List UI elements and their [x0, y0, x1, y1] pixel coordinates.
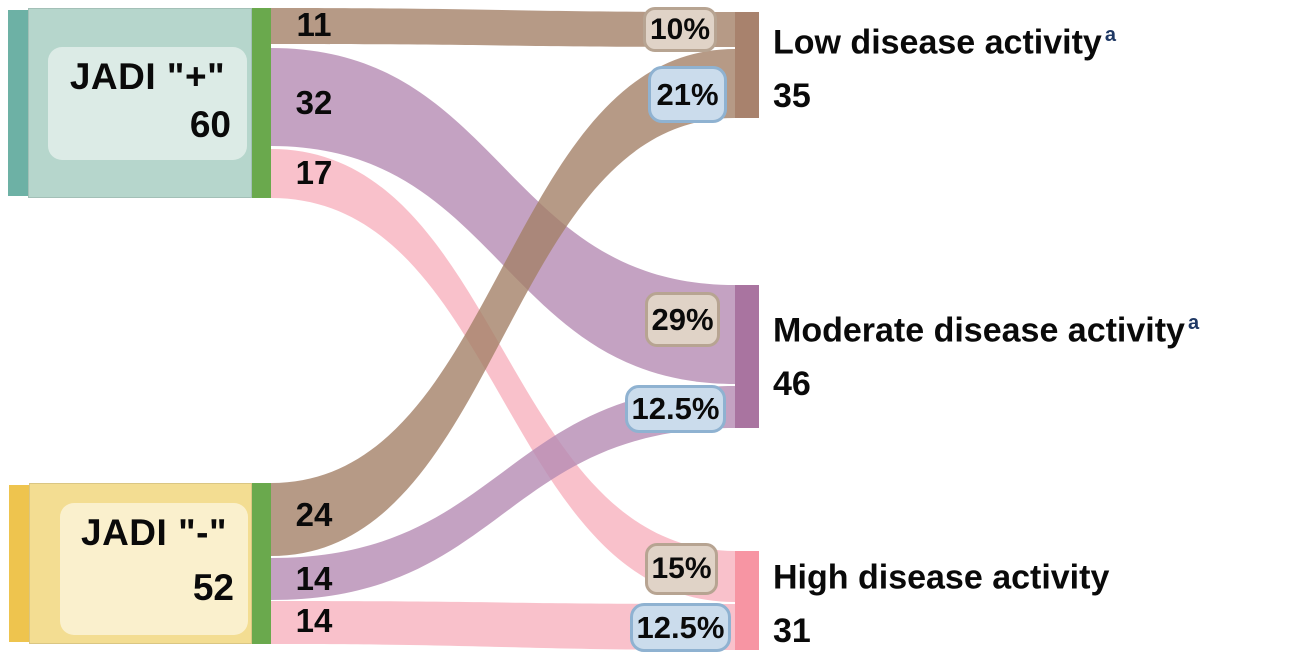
jadi-minus-total: 52 — [192, 567, 234, 608]
jadi-plus-label-card: JADI "+" 60 — [48, 47, 247, 160]
footnote-marker-low: a — [1104, 24, 1116, 46]
percent-badge-jadi-minus-high: 12.5% — [630, 603, 731, 652]
jadi-plus-accent-stripe — [8, 10, 28, 196]
percent-badge-jadi-minus-moderate: 12.5% — [625, 385, 726, 433]
footnote-marker-moderate: a — [1187, 312, 1200, 334]
target-total-moderate: 46 — [773, 365, 811, 404]
target-label-high: High disease activity 31 — [773, 549, 1112, 651]
flow-count-jadi-plus-low: 11 — [296, 6, 332, 43]
flow-count-jadi-minus-low: 24 — [295, 496, 333, 533]
jadi-plus-label: JADI "+" — [69, 56, 226, 97]
percent-badge-jadi-plus-high: 15% — [645, 543, 718, 595]
target-title-moderate: Moderate disease activity a — [773, 311, 1200, 350]
jadi-minus-accent-stripe — [9, 485, 29, 642]
target-label-low: Low disease activity a 35 — [773, 14, 1116, 116]
percent-badge-jadi-minus-low: 21% — [648, 66, 727, 123]
flow-jadi-plus-to-low — [271, 8, 735, 47]
source-node-bar-jadi-plus — [252, 8, 271, 198]
source-node-bar-jadi-minus — [252, 483, 271, 644]
percent-badge-jadi-plus-moderate: 29% — [645, 292, 720, 347]
jadi-minus-label: JADI "-" — [81, 512, 227, 553]
flow-count-jadi-plus-moderate: 32 — [295, 84, 333, 121]
target-node-bar-high — [735, 551, 759, 650]
flow-jadi-minus-to-low — [271, 49, 735, 556]
target-label-moderate: Moderate disease activity a 46 — [773, 302, 1199, 404]
flow-jadi-plus-to-high — [271, 149, 735, 602]
flow-jadi-minus-to-moderate — [271, 386, 735, 600]
jadi-minus-label-card: JADI "-" 52 — [60, 503, 248, 635]
flow-jadi-plus-to-moderate — [271, 48, 735, 384]
target-total-low: 35 — [773, 77, 811, 116]
flow-count-jadi-plus-high: 17 — [295, 154, 333, 191]
flow-count-jadi-minus-high: 14 — [295, 602, 333, 639]
jadi-plus-total: 60 — [189, 104, 231, 145]
target-node-bar-moderate — [735, 285, 759, 428]
target-node-bar-low — [735, 12, 759, 118]
target-title-low: Low disease activity a — [773, 23, 1116, 62]
flow-jadi-minus-to-high — [271, 601, 735, 650]
flow-count-jadi-minus-moderate: 14 — [295, 560, 333, 597]
target-title-high: High disease activity — [773, 558, 1110, 597]
percent-badge-jadi-plus-low: 10% — [643, 7, 717, 52]
target-total-high: 31 — [773, 612, 811, 651]
